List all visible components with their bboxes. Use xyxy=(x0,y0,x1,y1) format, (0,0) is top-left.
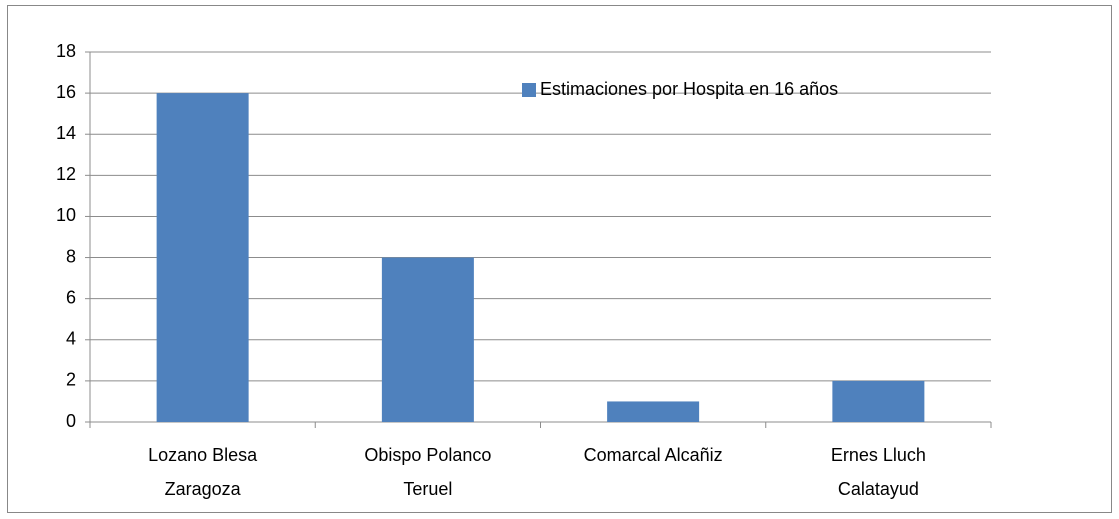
y-tick-label: 12 xyxy=(56,164,76,184)
y-tick-label: 4 xyxy=(66,329,76,349)
y-tick-label: 0 xyxy=(66,411,76,431)
x-tick-label: Obispo Polanco Teruel xyxy=(364,445,492,499)
legend-label: Estimaciones por Hospita en 16 años xyxy=(540,79,838,99)
y-tick-label: 18 xyxy=(56,41,76,61)
y-tick-label: 16 xyxy=(56,82,76,102)
bar xyxy=(381,257,474,422)
y-tick-label: 2 xyxy=(66,370,76,390)
bar xyxy=(607,401,700,422)
x-tick-label: Lozano Blesa Zaragoza xyxy=(148,445,258,499)
x-tick-label: Ernes Lluch Calatayud xyxy=(830,445,926,499)
legend-swatch xyxy=(522,83,536,97)
bar xyxy=(156,93,249,422)
y-tick-label: 6 xyxy=(66,287,76,307)
y-tick-label: 8 xyxy=(66,246,76,266)
y-tick-label: 14 xyxy=(56,123,76,143)
y-tick-label: 10 xyxy=(56,205,76,225)
x-tick-label: Comarcal Alcañiz xyxy=(583,445,723,465)
bar xyxy=(832,380,925,422)
